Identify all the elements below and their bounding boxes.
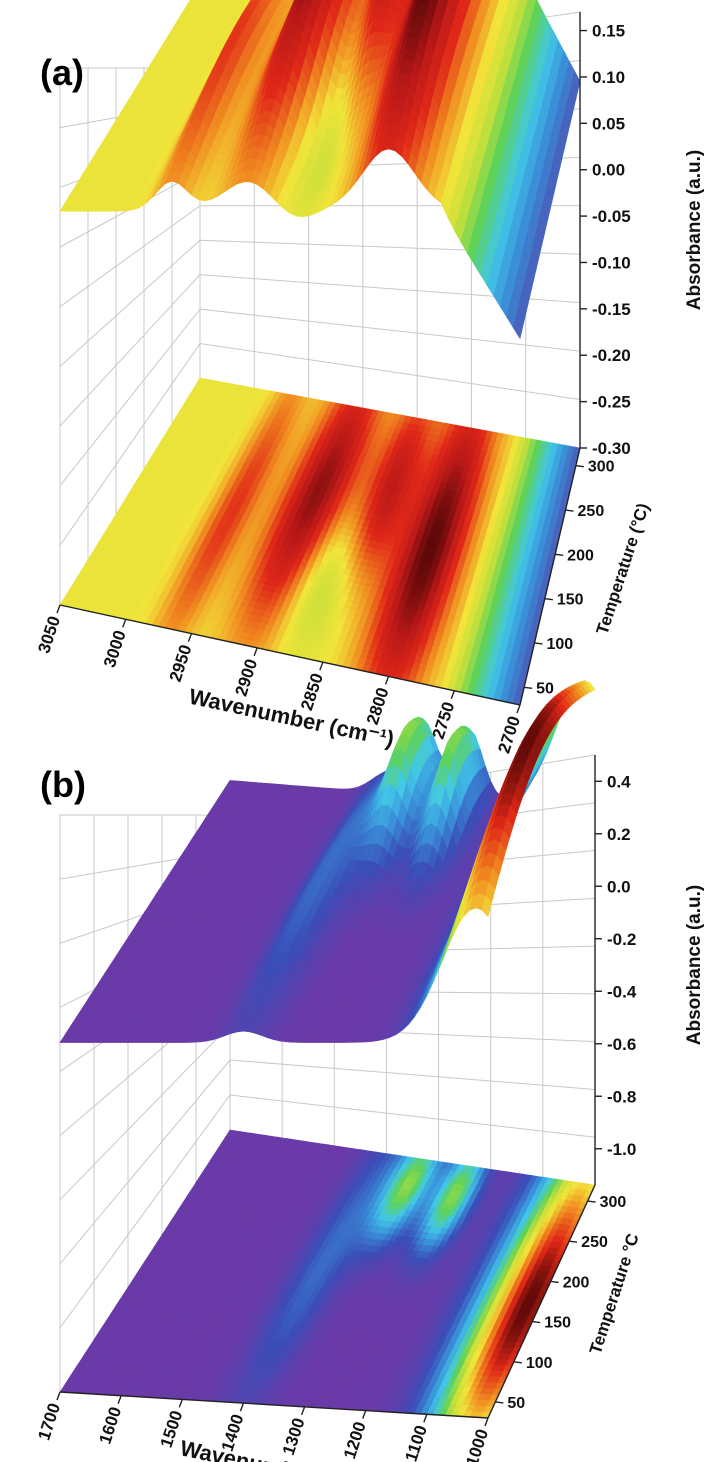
y-tick-mark [575, 465, 584, 468]
x-tick-mark [450, 690, 455, 699]
x-tick-mark [187, 633, 193, 642]
y-tick-label: 50 [507, 1395, 525, 1412]
z-tick-label: 0.00 [592, 161, 625, 180]
y-tick-label: 100 [546, 636, 573, 653]
x-tick-mark [178, 1399, 183, 1408]
panel-label: (b) [40, 764, 86, 805]
x-tick-mark [516, 704, 521, 714]
y-tick-mark [544, 597, 553, 601]
z-tick-label: -1.0 [607, 1140, 636, 1159]
x-tick-label: 1100 [401, 1423, 430, 1462]
z-tick-label: -0.25 [592, 393, 631, 412]
surface [59, 680, 596, 1043]
y-tick-mark [495, 1401, 504, 1404]
x-tick-mark [423, 1414, 428, 1423]
z-tick-label: -0.10 [592, 253, 631, 272]
z-tick-label: -0.20 [592, 346, 631, 365]
y-tick-mark [513, 1361, 522, 1364]
contour-map [59, 1129, 596, 1419]
y-tick-label: 300 [600, 1194, 627, 1211]
x-tick-label: 1300 [279, 1416, 309, 1458]
contour-map [59, 377, 581, 706]
z-tick-label: -0.8 [607, 1087, 636, 1106]
z-tick-label: 0.2 [607, 825, 631, 844]
y-tick-label: 100 [526, 1355, 553, 1372]
x-tick-mark [117, 1395, 122, 1404]
y-tick-label: 250 [578, 503, 605, 520]
z-tick-label: 0.15 [592, 22, 625, 41]
z-tick-label: -0.15 [592, 300, 631, 319]
y-ticks: 50 100 150 200 250 300 [495, 1194, 626, 1412]
x-tick-mark [122, 619, 127, 628]
x-tick-label: 1700 [34, 1401, 64, 1443]
y-tick-mark [532, 1320, 541, 1324]
y-ticks: 50 100 150 200 250 300 [524, 459, 615, 697]
panel-a: 3050 3000 2950 2900 2850 2800 2750 2700Wavenumb… [34, 0, 705, 756]
y-tick-mark [555, 553, 564, 557]
x-tick-label: 3050 [34, 614, 64, 656]
axes-box [59, 755, 596, 1419]
z-axis-label: Absorbance (a.u.) [684, 885, 705, 1045]
y-tick-label: 150 [544, 1315, 571, 1332]
z-tick-label: -0.2 [607, 930, 636, 949]
y-tick-mark [569, 1240, 578, 1243]
x-tick-mark [56, 1391, 61, 1401]
x-tick-label: 3000 [100, 628, 130, 670]
x-tick-mark [56, 604, 61, 614]
z-tick-label: -0.30 [592, 439, 631, 458]
z-tick-label: 0.4 [607, 772, 631, 791]
x-tick-mark [362, 1410, 367, 1419]
y-tick-mark [534, 642, 543, 645]
z-tick-label: 0.0 [607, 877, 631, 896]
z-ticks: -1.0 -0.8 -0.6 -0.4 -0.2 0.0 0.2 0.4 [595, 772, 637, 1159]
z-tick-label: -0.05 [592, 207, 631, 226]
y-tick-label: 150 [557, 592, 584, 609]
panel-label: (a) [40, 52, 84, 93]
y-tick-label: 50 [536, 680, 554, 697]
axes-box [59, 12, 581, 706]
x-tick-mark [239, 1402, 245, 1412]
y-tick-mark [565, 509, 574, 512]
y-tick-label: 250 [581, 1234, 608, 1251]
y-tick-mark [524, 686, 533, 689]
x-tick-mark [484, 1417, 489, 1427]
surface [59, 0, 581, 340]
z-ticks: -0.30 -0.25 -0.20 -0.15 -0.10 -0.05 0.00 0.05 0.… [580, 22, 631, 458]
y-axis-label: Temperature (°C) [593, 501, 653, 637]
panel-b: 17001600150014001300120011001000Wavenumb… [34, 680, 705, 1462]
x-tick-mark [300, 1406, 306, 1416]
y-tick-mark [550, 1280, 559, 1284]
y-tick-label: 200 [563, 1274, 590, 1291]
z-tick-label: 0.10 [592, 68, 625, 87]
z-axis-label: Absorbance (a.u.) [684, 150, 705, 310]
z-tick-label: -0.6 [607, 1035, 636, 1054]
y-tick-label: 300 [588, 459, 615, 476]
x-tick-label: 2950 [166, 642, 196, 684]
y-tick-label: 200 [567, 547, 594, 564]
x-tick-label: 1200 [340, 1419, 370, 1461]
y-tick-mark [587, 1200, 596, 1203]
z-tick-label: -0.4 [607, 982, 637, 1001]
x-tick-mark [319, 661, 324, 671]
x-tick-mark [253, 647, 258, 657]
x-tick-label: 1000 [462, 1427, 492, 1462]
x-tick-label: 1600 [95, 1404, 125, 1446]
z-tick-label: 0.05 [592, 114, 625, 133]
x-tick-mark [384, 676, 390, 685]
